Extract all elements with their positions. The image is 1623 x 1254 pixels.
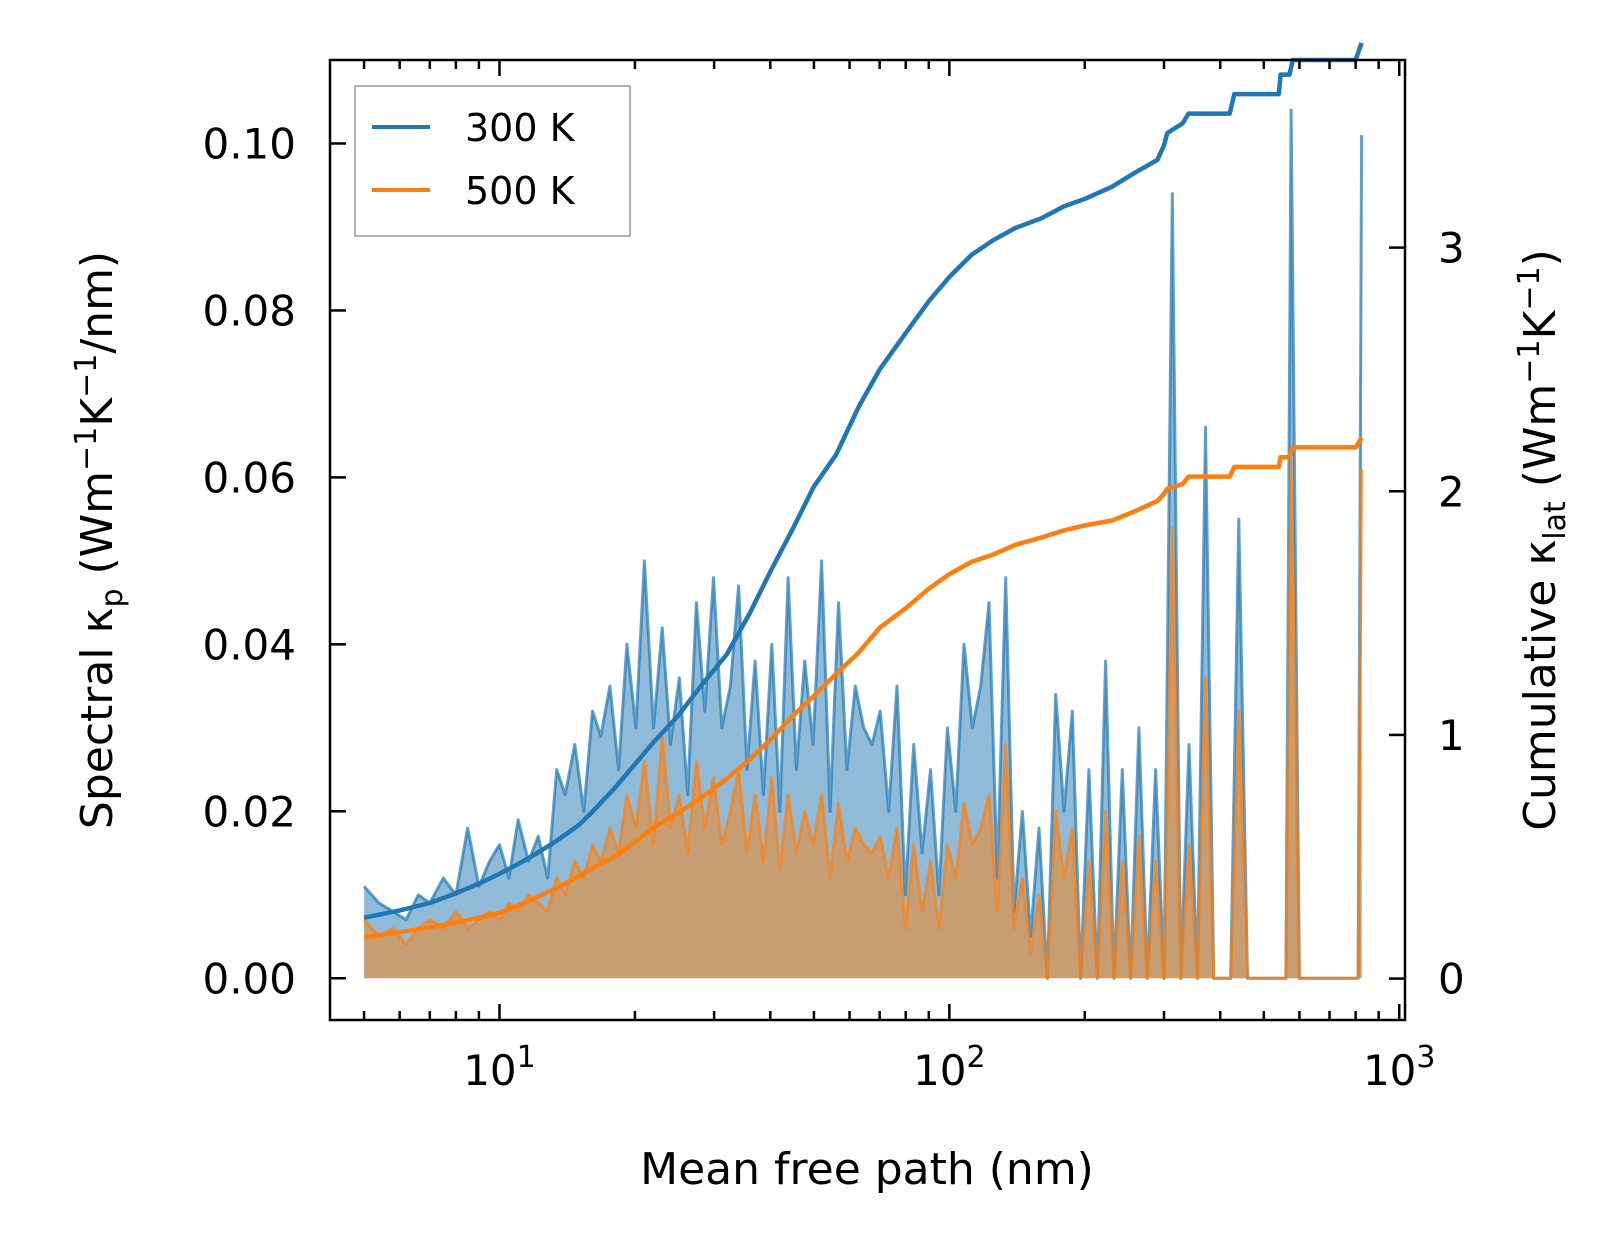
left-axis-title-base: Spectral κ [72,608,123,830]
plot-frame [328,58,1407,1022]
spectral-300k-line [362,108,1364,980]
y-left-tick-label: 0.02 [202,787,296,836]
right-axis-title-sup2: −1 [1512,266,1547,310]
y-right-tick-label: 0 [1438,955,1465,1004]
y-left-tick-label: 0.06 [202,453,296,502]
y-left-tick-label: 0.04 [202,620,296,669]
y-left-tick-label: 0.00 [202,954,296,1003]
left-axis-title: Spectral κp (Wm−1K−1/nm) [69,251,130,829]
x-tick-label: 101 [463,1040,536,1095]
y-left-tick-label: 0.10 [202,119,296,168]
legend-label-500k: 500 K [465,169,576,213]
left-axis-title-units-mid: K [72,397,123,427]
spectral-500k-line [362,459,1364,980]
x-tick-label-exp: 2 [967,1040,986,1075]
y-right-tick-label: 3 [1438,224,1465,273]
legend: 300 K 500 K [354,85,631,237]
right-axis-title-units-pre: (Wm [1515,384,1566,502]
left-axis-title-units-post: /nm) [72,251,123,354]
right-axis-title-units-mid: K [1515,309,1566,339]
svg-text:Spectral κp (Wm−1K−1/nm): Spectral κp (Wm−1K−1/nm) [69,251,130,829]
x-tick-label: 103 [1363,1040,1436,1095]
right-axis-title-sub: lat [1538,501,1573,540]
y-right-tick-label: 1 [1438,711,1465,760]
legend-label-300k: 300 K [465,106,576,150]
right-axis-title: Cumulative κlat (Wm−1K−1) [1512,249,1573,831]
x-tick-label-base: 10 [463,1046,516,1095]
spectral-500k-area [364,460,1362,979]
y-left-tick-label: 0.08 [202,286,296,335]
x-tick-label-base: 10 [913,1046,966,1095]
cumulative-500k-line [363,436,1364,940]
spectral-300k-area [364,110,1362,979]
x-tick-label-base: 10 [1363,1046,1416,1095]
left-axis-title-sup2: −1 [69,354,104,398]
right-axis-title-base: Cumulative κ [1515,540,1566,831]
plot-area [362,42,1364,980]
x-tick-label: 102 [913,1040,986,1095]
axis-ticks [330,60,1405,1020]
right-axis-title-units-post: ) [1515,249,1566,266]
left-axis-title-sub: p [95,588,130,607]
legend-box [354,85,631,237]
left-axis-title-units-pre: (Wm [72,471,123,589]
x-axis-title: Mean free path (nm) [640,1144,1094,1195]
left-axis-title-sup1: −1 [69,427,104,471]
svg-text:Cumulative κlat (Wm−1K−1): Cumulative κlat (Wm−1K−1) [1512,249,1573,831]
right-axis-title-sup1: −1 [1512,339,1547,383]
x-tick-label-exp: 1 [517,1040,536,1075]
x-tick-label-exp: 3 [1416,1040,1435,1075]
y-right-tick-label: 2 [1438,467,1465,516]
cumulative-300k-line [363,42,1364,920]
